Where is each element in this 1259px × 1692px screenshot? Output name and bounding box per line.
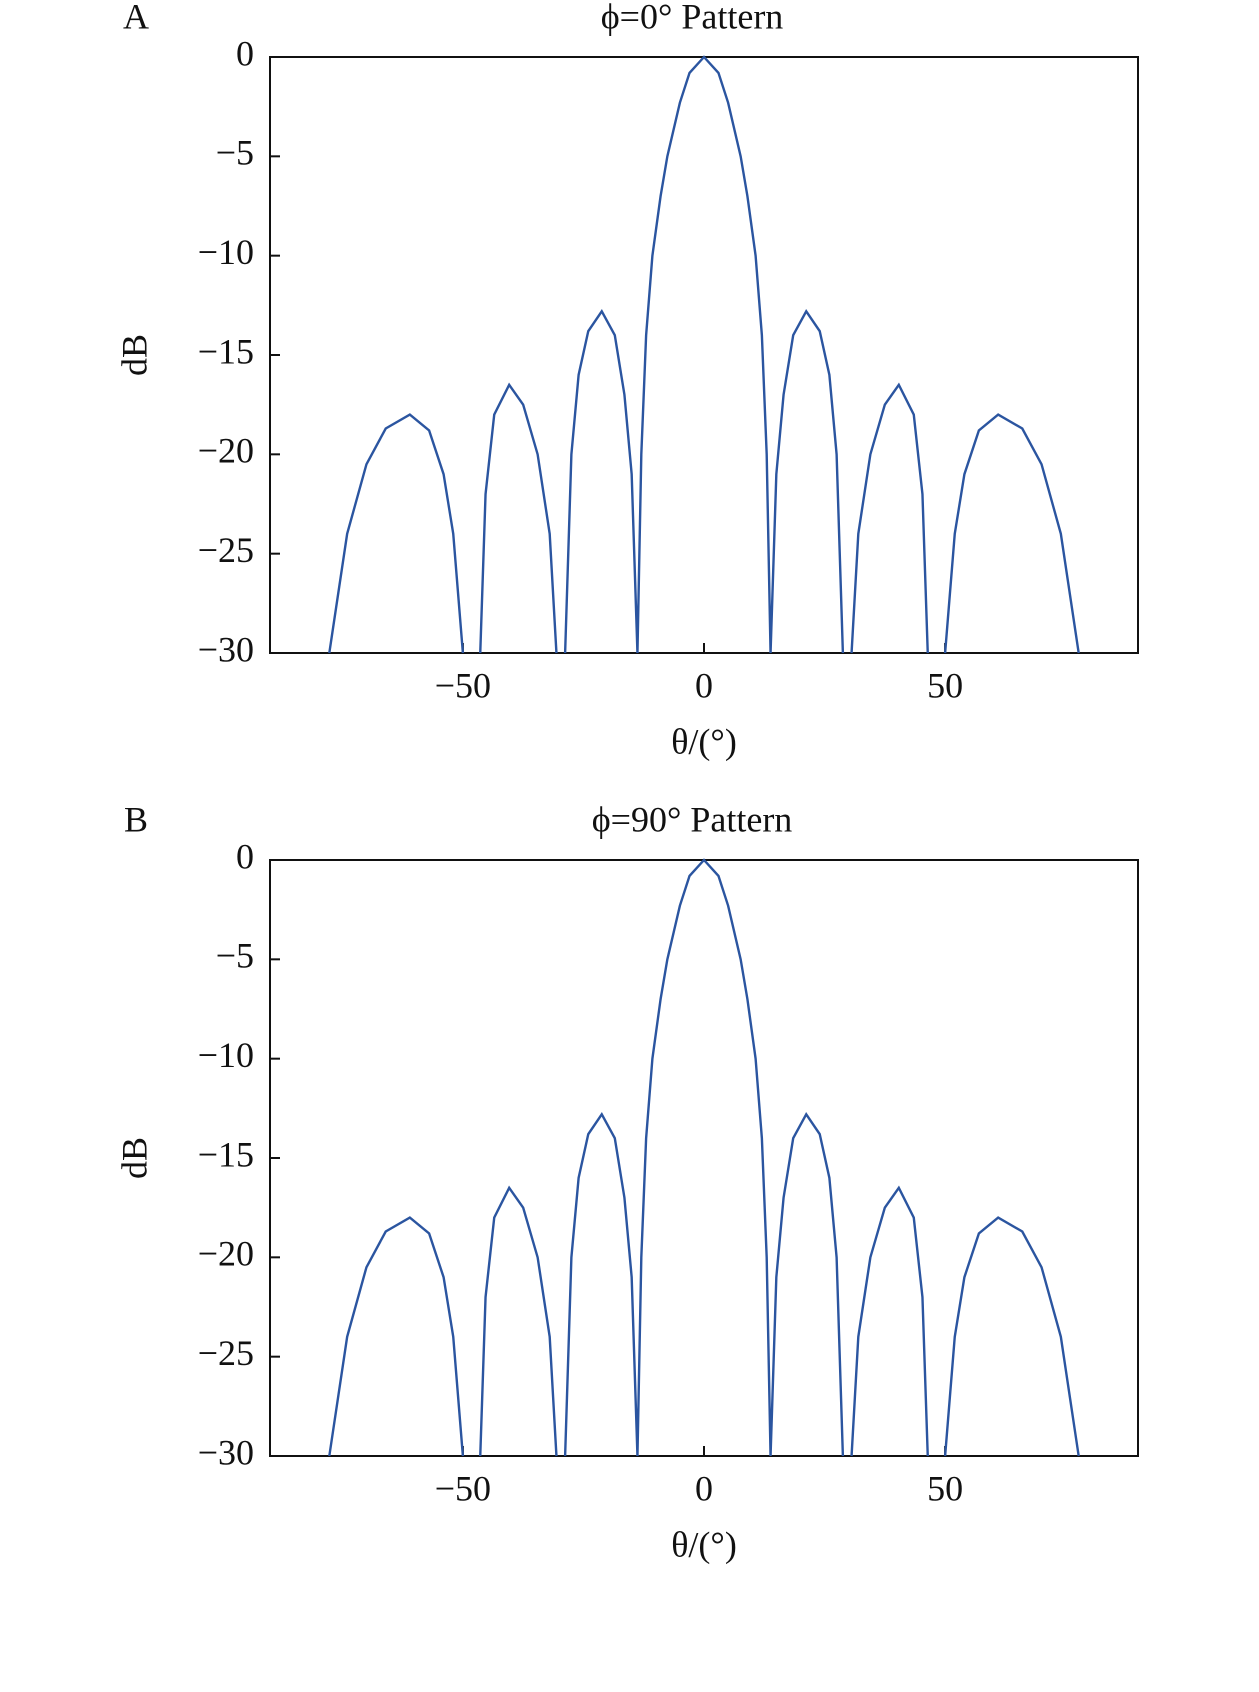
x-tick-label: 50: [927, 1468, 963, 1508]
y-tick-label: −15: [198, 1134, 254, 1174]
y-tick-label: −30: [198, 1432, 254, 1472]
x-tick-label: 50: [927, 665, 963, 705]
panel-label: A: [123, 0, 149, 36]
y-tick-label: −15: [198, 331, 254, 371]
x-tick-label: 0: [695, 1468, 713, 1508]
y-tick-label: −5: [216, 133, 254, 173]
pattern-line: [328, 55, 1080, 654]
y-tick-label: −20: [198, 1234, 254, 1274]
y-tick-label: 0: [236, 33, 254, 73]
y-axis-label: dB: [114, 334, 154, 376]
y-axis-label: dB: [114, 1137, 154, 1179]
y-tick-label: −20: [198, 431, 254, 471]
panel-label: B: [124, 799, 148, 839]
y-tick-label: −10: [198, 1035, 254, 1075]
y-tick-label: 0: [236, 836, 254, 876]
x-tick-label: −50: [435, 1468, 491, 1508]
plot-frame: [269, 56, 1139, 654]
y-tick-label: −10: [198, 232, 254, 272]
x-axis-label: θ/(°): [671, 721, 737, 761]
x-tick-label: 0: [695, 665, 713, 705]
pattern-line: [328, 858, 1080, 1457]
y-tick-label: −30: [198, 629, 254, 669]
chart-title: ϕ=90° Pattern: [592, 799, 793, 839]
x-tick-label: −50: [435, 665, 491, 705]
chart-title: ϕ=0° Pattern: [601, 0, 784, 36]
y-tick-label: −5: [216, 936, 254, 976]
plot-frame: [269, 859, 1139, 1457]
y-tick-label: −25: [198, 1333, 254, 1373]
y-tick-label: −25: [198, 530, 254, 570]
x-axis-label: θ/(°): [671, 1524, 737, 1564]
